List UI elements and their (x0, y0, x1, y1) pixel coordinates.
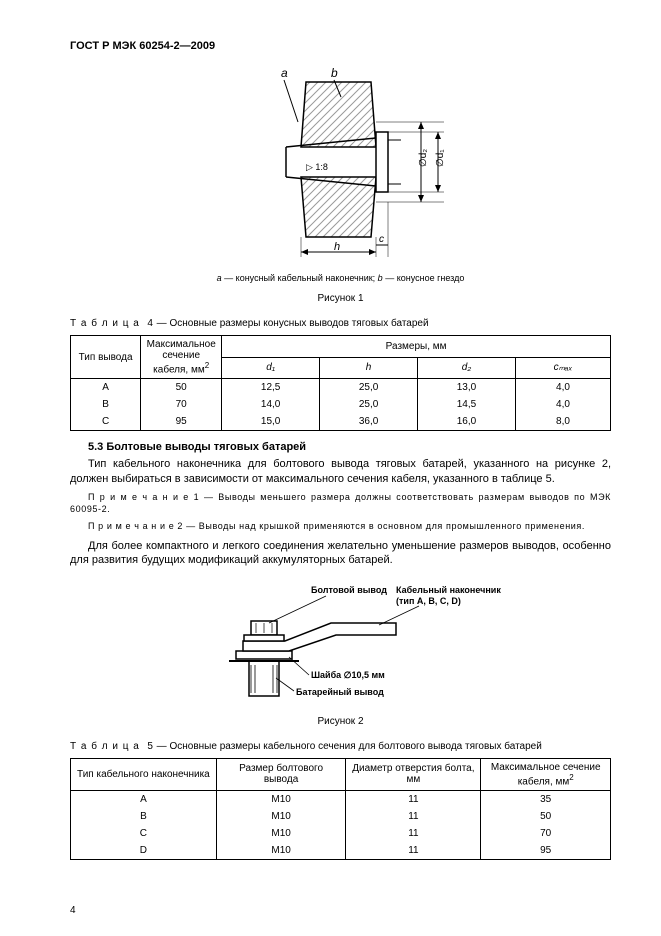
table-row: B 70 14,0 25,0 14,5 4,0 (71, 396, 611, 413)
table-row: Тип кабельного наконечника Размер болтов… (71, 758, 611, 790)
table-row: C 95 15,0 36,0 16,0 8,0 (71, 413, 611, 431)
page-number: 4 (70, 905, 76, 916)
svg-text:∅d₂: ∅d₂ (418, 149, 429, 167)
svg-text:(тип А, B, C, D): (тип А, B, C, D) (396, 596, 461, 606)
table-5-title: Т а б л и ц а 5 — Основные размеры кабел… (70, 741, 611, 752)
para-text: Тип кабельного наконечника для болтового… (70, 457, 611, 486)
svg-text:c: c (379, 234, 384, 245)
table-4-title: Т а б л и ц а 4 — Основные размеры конус… (70, 318, 611, 329)
figure-2: Болтовой вывод Кабельный наконечник (тип… (70, 573, 611, 706)
table-row: B M10 11 50 (71, 808, 611, 825)
table-row: D M10 11 95 (71, 842, 611, 860)
table-row: Тип вывода Максимальное сечение кабеля, … (71, 336, 611, 358)
table-row: A M10 11 35 (71, 790, 611, 808)
table-5: Тип кабельного наконечника Размер болтов… (70, 758, 611, 860)
svg-text:Шайба ∅10,5 мм: Шайба ∅10,5 мм (311, 670, 385, 680)
figure-2-label: Рисунок 2 (70, 716, 611, 727)
figure-1-label: Рисунок 1 (70, 293, 611, 304)
svg-text:▷ 1:8: ▷ 1:8 (306, 162, 328, 172)
table-row: C M10 11 70 (71, 825, 611, 842)
note-text: П р и м е ч а н и е 1 — Выводы меньшего … (70, 492, 611, 515)
document-header: ГОСТ Р МЭК 60254-2—2009 (70, 40, 611, 52)
svg-text:∅d₁: ∅d₁ (435, 149, 446, 167)
note-text: П р и м е ч а н и е 2 — Выводы над крышк… (70, 521, 611, 533)
figure-1: a b ▷ 1:8 ∅d₂ ∅d₁ (70, 62, 611, 265)
table-row: A 50 12,5 25,0 13,0 4,0 (71, 379, 611, 397)
svg-text:Батарейный вывод: Батарейный вывод (296, 687, 384, 697)
para-text: Для более компактного и легкого соединен… (70, 539, 611, 568)
table-4: Тип вывода Максимальное сечение кабеля, … (70, 335, 611, 431)
figure-1-caption: а — конусный кабельный наконечник; b — к… (70, 273, 611, 283)
svg-text:h: h (334, 241, 340, 253)
svg-text:Болтовой вывод: Болтовой вывод (311, 585, 387, 595)
svg-text:a: a (281, 66, 288, 80)
svg-text:Кабельный наконечник: Кабельный наконечник (396, 585, 501, 595)
section-5-3-title: 5.3 Болтовые выводы тяговых батарей (88, 441, 611, 453)
svg-text:b: b (331, 66, 338, 80)
